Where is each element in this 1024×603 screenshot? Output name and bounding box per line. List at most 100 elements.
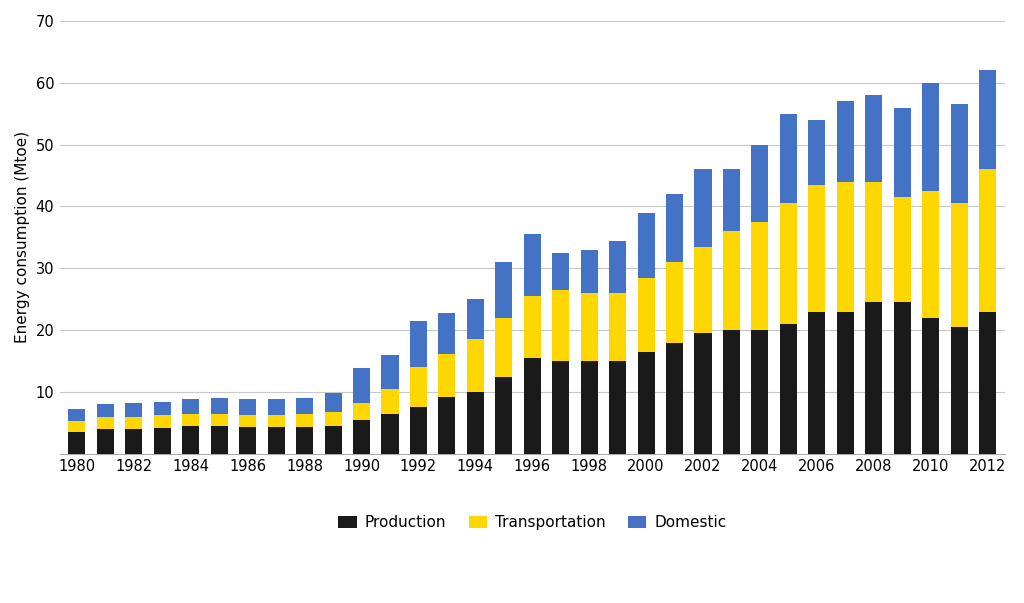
Bar	[267, 415, 285, 428]
Bar	[467, 392, 484, 454]
Bar	[523, 296, 541, 358]
Bar	[638, 352, 654, 454]
Bar	[211, 398, 227, 414]
Bar	[410, 367, 427, 408]
Bar	[97, 405, 114, 417]
Bar	[808, 120, 825, 185]
Bar	[467, 299, 484, 339]
Bar	[296, 414, 313, 426]
Bar	[752, 330, 768, 454]
Bar	[894, 302, 910, 454]
Bar	[523, 358, 541, 454]
Bar	[694, 247, 712, 333]
Bar	[837, 182, 854, 312]
Bar	[581, 361, 598, 454]
Bar	[723, 330, 740, 454]
Y-axis label: Energy consumption (Mtoe): Energy consumption (Mtoe)	[15, 131, 30, 344]
Bar	[923, 318, 939, 454]
Bar	[381, 389, 398, 414]
Bar	[69, 409, 85, 421]
Bar	[609, 241, 626, 293]
Bar	[780, 324, 797, 454]
Bar	[125, 403, 142, 417]
Legend: Production, Transportation, Domestic: Production, Transportation, Domestic	[332, 509, 732, 536]
Bar	[723, 169, 740, 231]
Bar	[950, 327, 968, 454]
Bar	[496, 376, 512, 454]
Bar	[353, 420, 370, 454]
Bar	[154, 402, 171, 415]
Bar	[552, 290, 569, 361]
Bar	[865, 95, 883, 182]
Bar	[723, 231, 740, 330]
Bar	[410, 408, 427, 454]
Bar	[438, 314, 456, 353]
Bar	[923, 83, 939, 191]
Bar	[496, 318, 512, 376]
Bar	[808, 185, 825, 312]
Bar	[923, 191, 939, 318]
Bar	[125, 417, 142, 429]
Bar	[97, 417, 114, 429]
Bar	[638, 277, 654, 352]
Bar	[552, 361, 569, 454]
Bar	[296, 426, 313, 454]
Bar	[979, 312, 996, 454]
Bar	[666, 262, 683, 343]
Bar	[182, 399, 200, 414]
Bar	[808, 312, 825, 454]
Bar	[609, 361, 626, 454]
Bar	[438, 353, 456, 397]
Bar	[240, 428, 256, 454]
Bar	[894, 197, 910, 302]
Bar	[496, 262, 512, 318]
Bar	[182, 426, 200, 454]
Bar	[240, 415, 256, 428]
Bar	[666, 194, 683, 262]
Bar	[154, 415, 171, 428]
Bar	[979, 169, 996, 312]
Bar	[780, 114, 797, 203]
Bar	[950, 104, 968, 203]
Bar	[865, 182, 883, 302]
Bar	[353, 368, 370, 403]
Bar	[581, 250, 598, 293]
Bar	[267, 428, 285, 454]
Bar	[638, 213, 654, 277]
Bar	[438, 397, 456, 454]
Bar	[182, 414, 200, 426]
Bar	[97, 429, 114, 454]
Bar	[410, 321, 427, 367]
Bar	[467, 339, 484, 392]
Bar	[552, 253, 569, 290]
Bar	[694, 169, 712, 247]
Bar	[296, 397, 313, 414]
Bar	[666, 343, 683, 454]
Bar	[211, 414, 227, 426]
Bar	[780, 203, 797, 324]
Bar	[154, 428, 171, 454]
Bar	[211, 426, 227, 454]
Bar	[752, 222, 768, 330]
Bar	[325, 426, 342, 454]
Bar	[865, 302, 883, 454]
Bar	[609, 293, 626, 361]
Bar	[837, 101, 854, 182]
Bar	[837, 312, 854, 454]
Bar	[752, 145, 768, 222]
Bar	[894, 107, 910, 197]
Bar	[240, 399, 256, 415]
Bar	[267, 399, 285, 415]
Bar	[353, 403, 370, 420]
Bar	[325, 393, 342, 412]
Bar	[581, 293, 598, 361]
Bar	[125, 429, 142, 454]
Bar	[950, 203, 968, 327]
Bar	[979, 71, 996, 169]
Bar	[694, 333, 712, 454]
Bar	[381, 414, 398, 454]
Bar	[325, 412, 342, 426]
Bar	[69, 432, 85, 454]
Bar	[523, 235, 541, 296]
Bar	[381, 355, 398, 389]
